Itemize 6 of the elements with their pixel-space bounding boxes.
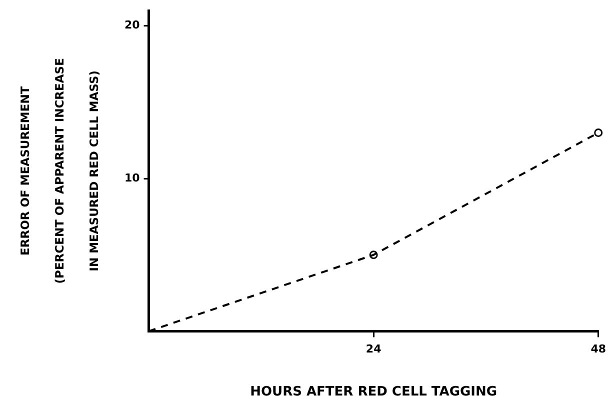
y-tick-label: 10: [124, 171, 140, 184]
x-axis-title: HOURS AFTER RED CELL TAGGING: [250, 384, 498, 400]
x-tick-label: 24: [366, 342, 382, 356]
x-tick-label: 48: [590, 342, 606, 356]
y-tick-label: 20: [124, 18, 140, 32]
text: ERROR OF MEASUREMENT (PERCENT OF APPARENT INCREASE IN MEASURED RED CELL MASS): [18, 58, 102, 284]
